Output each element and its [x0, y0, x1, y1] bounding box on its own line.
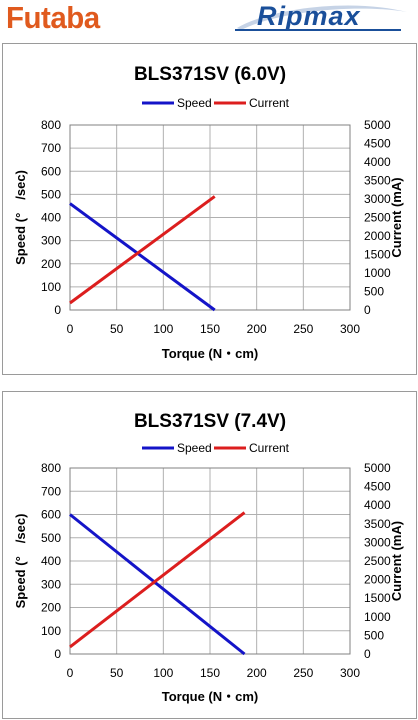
x-axis-title: Torque (N・cm): [162, 346, 259, 361]
y-tick-label-right: 1500: [364, 591, 391, 605]
y-tick-label-right: 1000: [364, 266, 391, 280]
y-tick-label-left: 100: [41, 280, 61, 294]
y-axis-title-right: Current (mA): [389, 177, 404, 257]
futaba-logo: Futaba: [6, 0, 100, 35]
y-tick-label-left: 600: [41, 508, 61, 522]
x-tick-label: 150: [200, 322, 220, 336]
y-axis-title-left: Speed (° /sec): [13, 514, 28, 609]
x-tick-label: 250: [293, 666, 313, 680]
y-tick-label-right: 3500: [364, 517, 391, 531]
x-tick-label: 250: [293, 322, 313, 336]
chart-panel-6v: BLS371SV (6.0V) Speed Current 0 50 100 150 200 2…: [2, 43, 417, 375]
chart-title: BLS371SV (6.0V): [134, 64, 286, 85]
y-tick-label-left: 800: [41, 118, 61, 132]
legend-label-current: Current: [249, 96, 290, 110]
y-tick-label-right: 2500: [364, 211, 391, 225]
y-tick-label-left: 100: [41, 624, 61, 638]
series-line-speed: [69, 513, 246, 656]
chart-6v: BLS371SV (6.0V) Speed Current 0 50 100 150 200 2…: [13, 64, 404, 361]
y-tick-label-left: 500: [41, 531, 61, 545]
x-tick-label: 300: [340, 322, 360, 336]
chart-panel-7v4: BLS371SV (7.4V) Speed Current 0 50 100 150 200 2…: [2, 391, 417, 719]
legend-label-speed: Speed: [177, 96, 212, 110]
x-tick-label: 200: [247, 322, 267, 336]
y-tick-label-right: 2000: [364, 229, 391, 243]
y-tick-label-right: 4000: [364, 155, 391, 169]
plot-area-border: [69, 467, 351, 655]
y-tick-label-left: 500: [41, 187, 61, 201]
x-tick-label: 100: [153, 666, 173, 680]
y-tick-label-right: 4500: [364, 480, 391, 494]
chart-7v4: BLS371SV (7.4V) Speed Current 0 50 100 150 200 2…: [13, 411, 404, 704]
y-tick-label-right: 500: [364, 285, 384, 299]
x-tick-label: 100: [153, 322, 173, 336]
series-line-speed: [69, 202, 216, 312]
y-tick-label-left: 300: [41, 577, 61, 591]
y-tick-label-right: 2000: [364, 573, 391, 587]
y-tick-label-left: 700: [41, 141, 61, 155]
legend-label-current: Current: [249, 441, 290, 455]
y-tick-label-left: 200: [41, 601, 61, 615]
y-tick-label-right: 2500: [364, 554, 391, 568]
y-tick-label-right: 1000: [364, 610, 391, 624]
x-axis-title: Torque (N・cm): [162, 689, 259, 704]
y-tick-label-right: 4500: [364, 137, 391, 151]
y-tick-label-right: 4000: [364, 498, 391, 512]
plot-area-border: [69, 124, 351, 311]
x-tick-label: 0: [67, 666, 74, 680]
ripmax-logo-swoosh: [235, 5, 407, 31]
legend-label-speed: Speed: [177, 441, 212, 455]
y-tick-label-right: 1500: [364, 248, 391, 262]
y-tick-label-right: 3000: [364, 192, 391, 206]
y-tick-label-left: 700: [41, 484, 61, 498]
x-tick-label: 50: [110, 322, 124, 336]
x-tick-label: 150: [200, 666, 220, 680]
ripmax-logo: Ripmax: [231, 1, 411, 32]
chart-title: BLS371SV (7.4V): [134, 411, 286, 432]
x-tick-label: 200: [247, 666, 267, 680]
y-tick-label-right: 0: [364, 647, 371, 661]
ripmax-logo-text: Ripmax: [257, 1, 361, 31]
y-tick-label-left: 0: [54, 303, 61, 317]
series-line-current: [69, 511, 246, 649]
y-tick-label-left: 200: [41, 257, 61, 271]
y-axis-title-right: Current (mA): [389, 521, 404, 601]
x-tick-label: 0: [67, 322, 74, 336]
y-tick-label-left: 0: [54, 647, 61, 661]
x-tick-label: 300: [340, 666, 360, 680]
y-tick-label-right: 5000: [364, 461, 391, 475]
y-tick-label-left: 300: [41, 234, 61, 248]
y-axis-title-left: Speed (° /sec): [13, 170, 28, 265]
y-tick-label-right: 5000: [364, 118, 391, 132]
y-tick-label-right: 500: [364, 628, 384, 642]
y-tick-label-left: 600: [41, 164, 61, 178]
y-tick-label-left: 800: [41, 461, 61, 475]
y-tick-label-right: 3500: [364, 174, 391, 188]
x-tick-label: 50: [110, 666, 124, 680]
series-line-current: [69, 195, 216, 305]
y-tick-label-right: 0: [364, 303, 371, 317]
y-tick-label-left: 400: [41, 554, 61, 568]
y-tick-label-left: 400: [41, 211, 61, 225]
y-tick-label-right: 3000: [364, 535, 391, 549]
